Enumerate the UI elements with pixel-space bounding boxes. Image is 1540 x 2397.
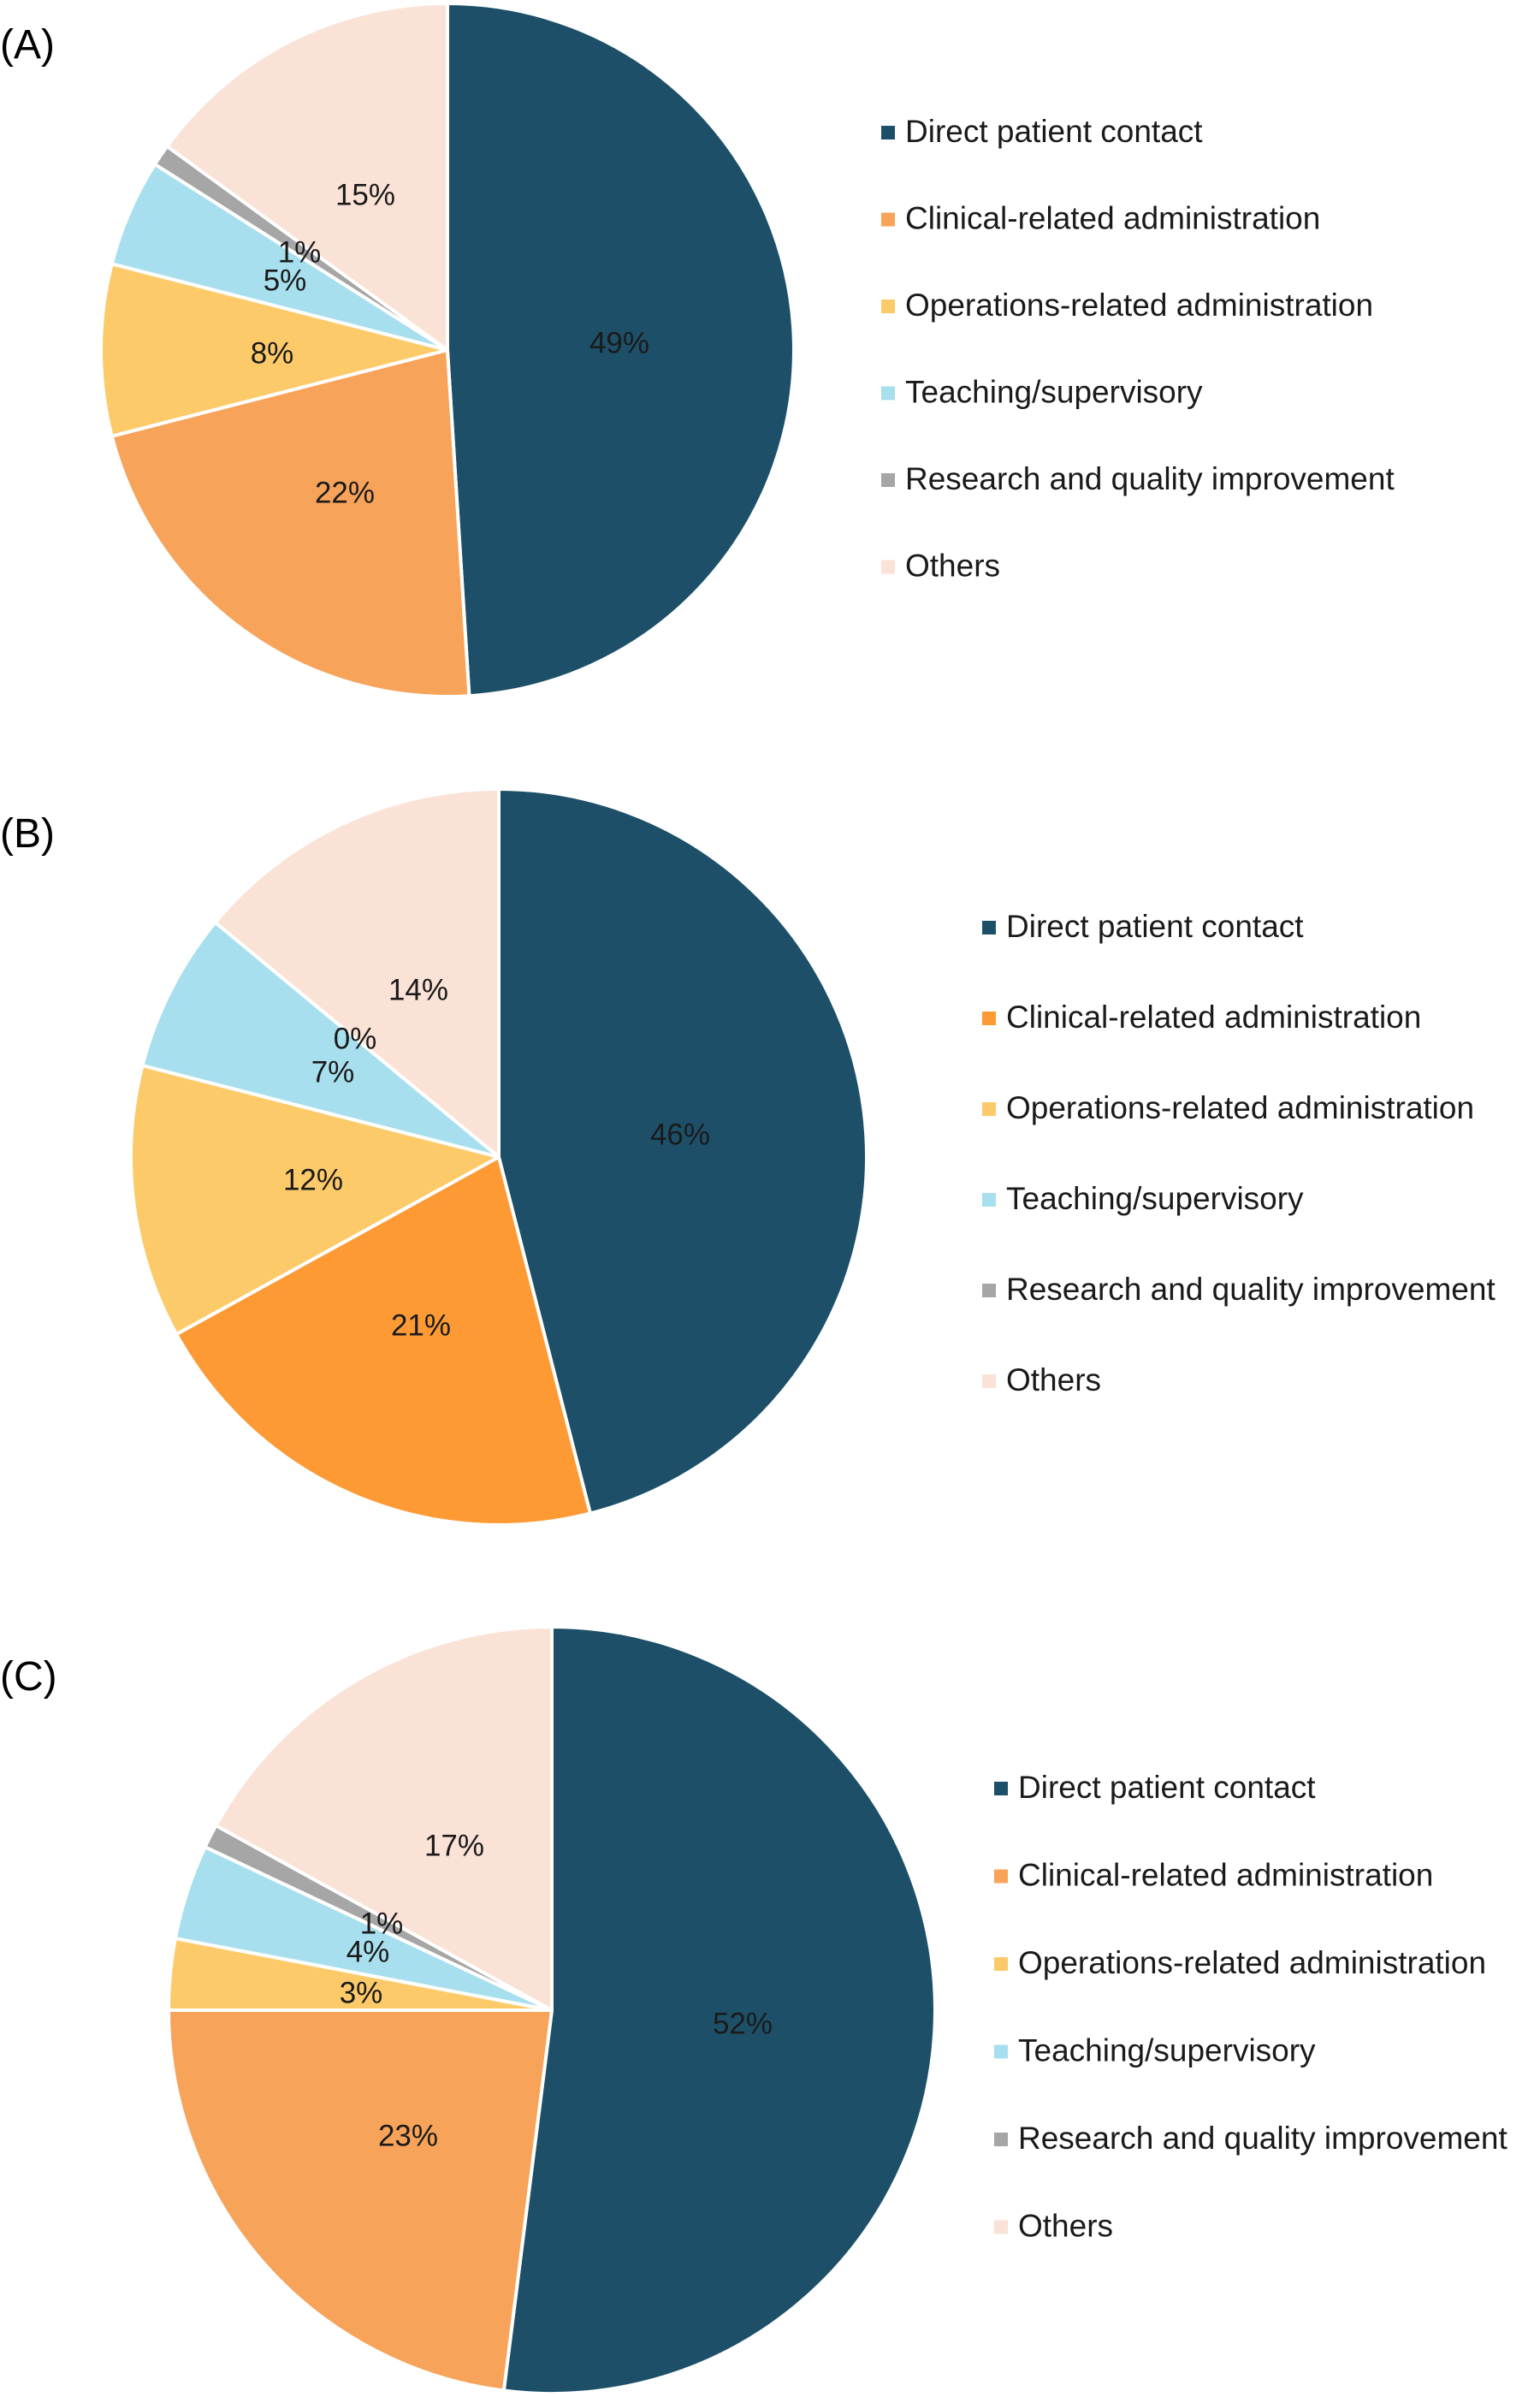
pie-slice-direct-patient-contact (446, 2, 796, 698)
slice-value-label: 12% (283, 1163, 343, 1196)
legend-swatch (881, 300, 895, 313)
legend-entry-label: Teaching/supervisory (905, 374, 1203, 409)
pie-slice-clinical-related-administration (110, 348, 471, 698)
slice-value-label: 46% (650, 1118, 710, 1151)
legend-entry-label: Operations-related administration (905, 288, 1373, 323)
slice-value-label: 22% (315, 476, 375, 509)
legend-swatch (881, 560, 895, 574)
legend-entry-label: Clinical-related administration (905, 200, 1320, 235)
legend-entry-label: Operations-related administration (1018, 1945, 1486, 1980)
panel-label: (C) (0, 1654, 57, 1700)
legend: Direct patient contact Clinical-related a… (994, 1770, 1507, 2243)
slice-value-label: 23% (378, 2119, 438, 2152)
legend-entry-label: Others (1018, 2208, 1113, 2243)
pie-slice-operations-related-administration (99, 262, 449, 438)
pie-slice-others (213, 787, 500, 1159)
pie-slice-others (165, 2, 449, 352)
pie-slice-teaching-supervisory (140, 920, 500, 1159)
legend-swatch (881, 126, 895, 139)
legend-swatch (982, 921, 996, 934)
legend-entry-label: Others (1006, 1362, 1101, 1397)
legend-swatch (982, 1193, 996, 1207)
slice-value-label: 5% (264, 264, 307, 297)
slice-value-label: 3% (340, 1976, 383, 2009)
pie-panel-b: (B) 46% 21% 12% 7%0% 14% Direct patient contac… (0, 787, 1496, 1527)
slice-value-label: 15% (335, 178, 395, 211)
legend-entry-label: Research and quality improvement (1006, 1272, 1496, 1307)
legend: Direct patient contact Clinical-related a… (881, 114, 1395, 583)
legend-entry-label: Teaching/supervisory (1006, 1181, 1304, 1216)
legend-entry-label: Teaching/supervisory (1018, 2032, 1316, 2068)
legend-swatch (994, 1782, 1008, 1795)
legend-entry-label: Research and quality improvement (905, 461, 1395, 496)
legend-swatch (881, 212, 895, 227)
slice-value-label: 7% (311, 1055, 355, 1089)
legend-entry-label: Research and quality improvement (1018, 2121, 1507, 2156)
pie-slice-direct-patient-contact (501, 1625, 937, 2395)
legend-swatch (982, 1284, 996, 1297)
slice-value-label: 21% (391, 1308, 451, 1342)
pie-slice-clinical-related-administration (175, 1155, 592, 1527)
panel-label: (A) (0, 22, 55, 68)
legend-swatch (982, 1374, 996, 1388)
slice-value-label: 1% (360, 1907, 404, 1940)
legend-entry-label: Clinical-related administration (1006, 1000, 1421, 1035)
slice-value-label: 1% (278, 235, 322, 269)
slice-value-label: 8% (251, 336, 294, 370)
legend-swatch (881, 386, 895, 400)
slice-value-label: 52% (713, 2007, 773, 2040)
legend-entry-label: Clinical-related administration (1018, 1857, 1433, 1892)
slice-value-label: 14% (388, 973, 448, 1006)
legend-swatch (994, 2220, 1008, 2234)
pie-panel-c: (C) 52% 23% 3% 4%1% 17% Direct patient contact… (0, 1625, 1507, 2395)
pie-slice-operations-related-administration (129, 1064, 500, 1337)
pie-slice-others (214, 1625, 554, 2012)
legend-swatch (994, 2133, 1008, 2146)
legend-swatch (994, 1869, 1008, 1884)
legend: Direct patient contact Clinical-related a… (982, 909, 1496, 1397)
slice-value-label: 49% (589, 326, 649, 359)
slice-value-label: 4% (346, 1935, 390, 1968)
legend-entry-label: Others (905, 548, 1000, 583)
legend-swatch (982, 1102, 996, 1116)
legend-entry-label: Operations-related administration (1006, 1090, 1474, 1125)
legend-entry-label: Direct patient contact (1018, 1770, 1316, 1805)
legend-swatch (982, 1012, 996, 1025)
panel-label: (B) (0, 811, 55, 857)
legend-swatch (994, 1957, 1008, 1971)
legend-entry-label: Direct patient contact (905, 114, 1203, 149)
slice-value-label: 17% (424, 1829, 484, 1862)
legend-swatch (994, 2044, 1008, 2059)
legend-entry-label: Direct patient contact (1006, 909, 1304, 944)
pie-slice-clinical-related-administration (167, 2008, 554, 2393)
pie-slice-direct-patient-contact (497, 787, 868, 1516)
pie-panel-a: (A) 49% 22% 8% 5%1% 15% Direct patient contact… (0, 2, 1395, 698)
slice-value-label: 0% (334, 1022, 377, 1055)
legend-swatch (881, 473, 895, 487)
